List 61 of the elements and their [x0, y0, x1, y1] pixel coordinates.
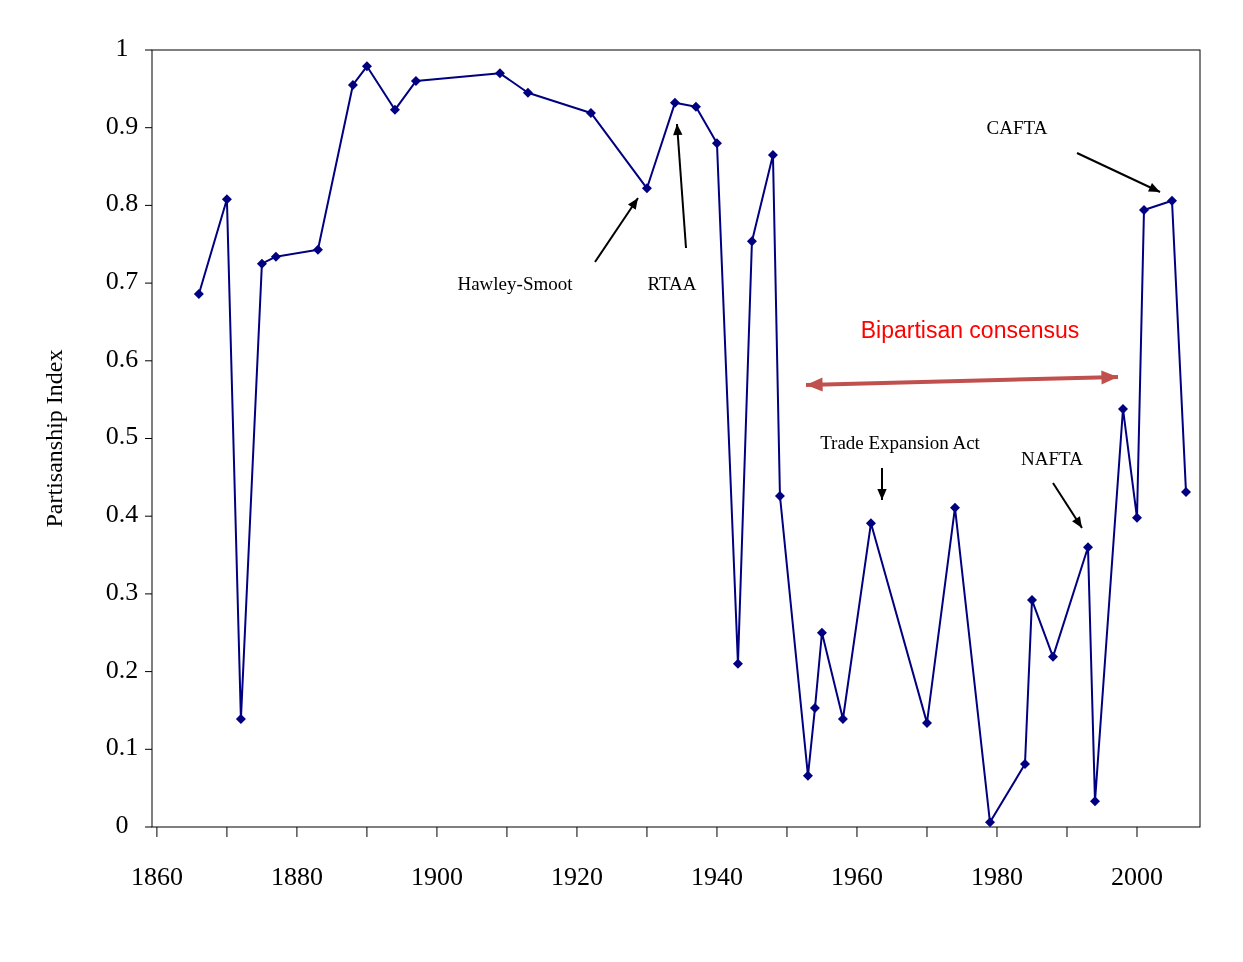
point: [522, 87, 533, 98]
point: [1089, 796, 1100, 807]
point: [347, 79, 358, 90]
point: [1047, 651, 1058, 662]
point: [802, 770, 813, 781]
point: [711, 138, 722, 149]
point: [312, 244, 323, 255]
y-axis-title: Partisanship Index: [41, 349, 67, 528]
point: [235, 714, 246, 724]
point: [641, 183, 652, 194]
point: [746, 236, 757, 247]
annotation: Trade Expansion Act: [820, 432, 981, 454]
point: [816, 627, 827, 638]
point: [767, 149, 778, 160]
x-tick-label: 1940: [690, 862, 743, 891]
annotation: NAFTA: [1021, 448, 1084, 470]
point: [1117, 403, 1128, 414]
point: [809, 703, 820, 714]
point: [984, 817, 995, 828]
point: [270, 251, 281, 262]
y-tick-label: 0.2: [105, 654, 139, 684]
annotation: Bipartisan consensus: [860, 317, 1080, 344]
y-tick-label: 0.1: [105, 732, 139, 762]
x-tick-label: 1860: [130, 862, 183, 891]
point: [1131, 512, 1142, 523]
point: [732, 658, 743, 669]
y-tick-label: 0.6: [105, 343, 139, 373]
x-tick-label: 1880: [270, 862, 323, 891]
x-tick-label: 1920: [550, 862, 603, 891]
point: [1082, 542, 1093, 553]
y-tick-label: 0.9: [105, 110, 139, 140]
point: [669, 97, 680, 108]
point: [585, 107, 596, 118]
point: [1167, 195, 1177, 206]
point: [837, 714, 848, 724]
y-tick-label: 0.8: [105, 188, 139, 218]
annotation: CAFTA: [986, 117, 1048, 139]
point: [1181, 487, 1191, 498]
x-tick-label: 1980: [970, 862, 1023, 891]
point: [389, 104, 400, 115]
y-tick-label: 1: [115, 32, 129, 62]
y-tick-label: 0: [115, 809, 129, 839]
y-tick-label: 0.7: [105, 266, 139, 296]
point: [949, 502, 960, 513]
y-tick-label: 0.4: [105, 499, 139, 529]
point: [1138, 205, 1149, 216]
point: [410, 76, 421, 87]
point: [256, 258, 267, 269]
point: [774, 491, 785, 501]
x-tick-label: 1900: [410, 862, 463, 891]
x-tick-label: 1960: [830, 862, 883, 891]
annotation: RTAA: [647, 273, 697, 295]
y-tick-label: 0.5: [105, 421, 139, 451]
point: [193, 288, 204, 299]
annotation: Hawley-Smoot: [457, 273, 574, 295]
point: [494, 68, 505, 79]
point: [690, 101, 701, 112]
y-tick-label: 0.3: [105, 576, 139, 606]
point: [361, 61, 372, 72]
point: [1019, 759, 1030, 770]
x-tick-label: 2000: [1110, 862, 1163, 891]
